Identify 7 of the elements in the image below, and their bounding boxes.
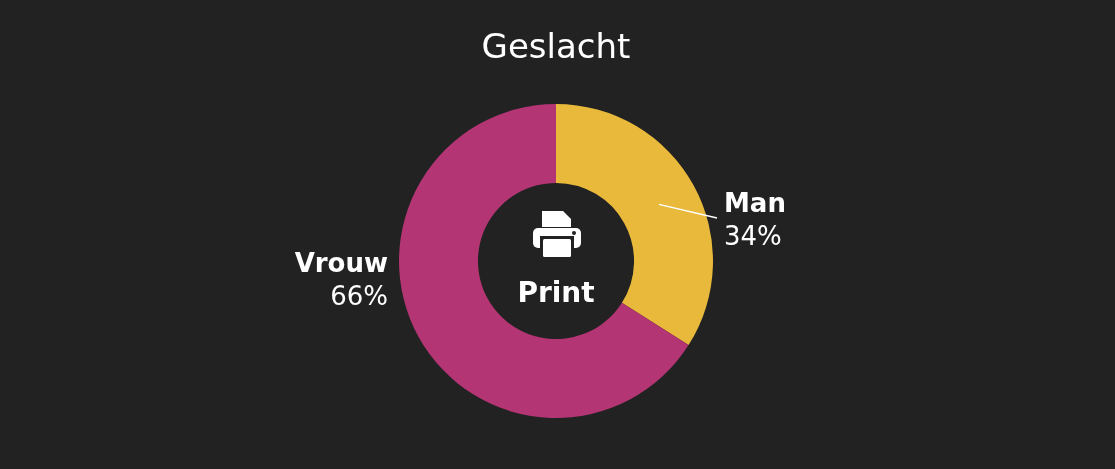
data-label: 66% xyxy=(330,281,388,312)
text: Print xyxy=(517,276,595,309)
chart-title: Geslacht xyxy=(481,26,631,66)
slice-label: Vrouw xyxy=(294,248,388,279)
data-label: 34% xyxy=(724,220,782,251)
donut-slice xyxy=(399,104,689,418)
slice-label: Man xyxy=(724,187,786,218)
